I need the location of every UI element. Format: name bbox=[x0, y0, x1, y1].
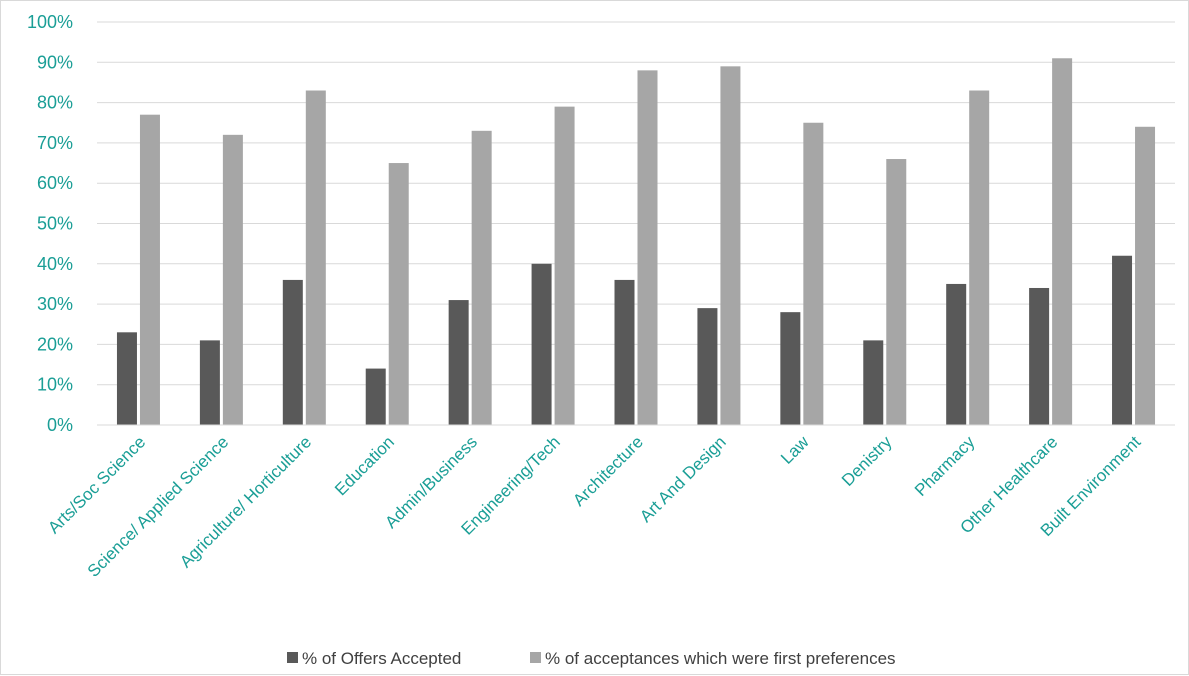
bar-first-preferences bbox=[471, 130, 492, 425]
bar-offers-accepted bbox=[282, 279, 303, 425]
bar-first-preferences bbox=[305, 90, 326, 425]
bar-first-preferences bbox=[139, 114, 160, 425]
category-label: Architecture bbox=[569, 432, 647, 510]
y-tick-label: 40% bbox=[37, 254, 73, 274]
bar-offers-accepted bbox=[1112, 255, 1133, 425]
legend-label: % of Offers Accepted bbox=[302, 649, 461, 668]
y-axis: 0% 10% 20% 30% 40% 50% 60% 70% 80% 90% 100% bbox=[27, 12, 73, 435]
y-tick-label: 30% bbox=[37, 294, 73, 314]
category-label: Art And Design bbox=[636, 432, 730, 526]
bar-first-preferences bbox=[388, 163, 409, 426]
bar-offers-accepted bbox=[697, 308, 718, 425]
y-tick-label: 20% bbox=[37, 334, 73, 354]
legend-swatch bbox=[287, 652, 298, 663]
legend-label: % of acceptances which were first prefer… bbox=[545, 649, 896, 668]
y-tick-label: 10% bbox=[37, 375, 73, 395]
gridlines bbox=[97, 21, 1175, 386]
y-tick-label: 90% bbox=[37, 52, 73, 72]
legend-swatch bbox=[530, 652, 541, 663]
bar-first-preferences bbox=[720, 66, 741, 425]
category-label: Pharmacy bbox=[911, 432, 979, 500]
bar-offers-accepted bbox=[531, 263, 552, 425]
bars bbox=[116, 58, 1156, 426]
bar-first-preferences bbox=[554, 106, 575, 425]
bar-first-preferences bbox=[222, 134, 243, 425]
category-label: Denistry bbox=[838, 432, 896, 490]
bar-offers-accepted bbox=[780, 312, 801, 425]
bar-offers-accepted bbox=[614, 279, 635, 425]
bar-first-preferences bbox=[969, 90, 990, 425]
bar-offers-accepted bbox=[448, 300, 469, 425]
bar-first-preferences bbox=[1135, 126, 1156, 425]
y-tick-label: 50% bbox=[37, 214, 73, 234]
bar-first-preferences bbox=[886, 159, 907, 425]
bar-offers-accepted bbox=[946, 283, 967, 425]
legend: % of Offers Accepted % of acceptances whi… bbox=[287, 649, 896, 668]
y-tick-label: 70% bbox=[37, 133, 73, 153]
y-tick-label: 80% bbox=[37, 93, 73, 113]
bar-offers-accepted bbox=[199, 340, 220, 425]
bar-first-preferences bbox=[1052, 58, 1073, 426]
category-label: Education bbox=[331, 432, 398, 499]
y-tick-label: 60% bbox=[37, 173, 73, 193]
category-label: Science/ Applied Science bbox=[84, 432, 232, 580]
bar-offers-accepted bbox=[365, 368, 386, 425]
bar-first-preferences bbox=[803, 122, 824, 425]
bar-offers-accepted bbox=[1029, 287, 1050, 425]
bar-offers-accepted bbox=[116, 332, 137, 425]
bar-first-preferences bbox=[637, 70, 658, 426]
y-tick-label: 100% bbox=[27, 12, 73, 32]
category-label: Law bbox=[777, 432, 813, 468]
bar-offers-accepted bbox=[863, 340, 884, 425]
y-tick-label: 0% bbox=[47, 415, 73, 435]
